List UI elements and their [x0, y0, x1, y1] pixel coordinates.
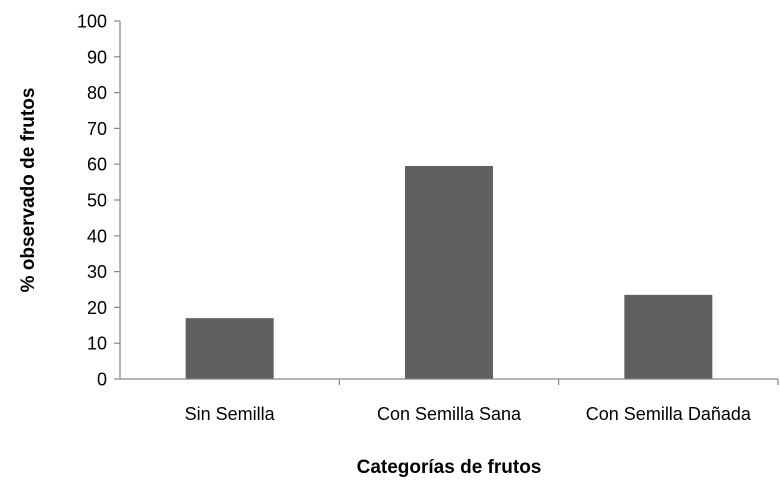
y-axis-title: % observado de frutos — [18, 88, 39, 293]
bars — [185, 165, 713, 379]
y-tick-label: 80 — [87, 83, 107, 103]
y-axis-ticks: 0 10 20 30 40 50 60 70 80 90 100 — [77, 12, 779, 390]
x-category-label: Sin Semilla — [185, 404, 276, 424]
y-tick-label: 20 — [87, 298, 107, 318]
x-axis-category-labels: Sin Semilla Con Semilla Sana Con Semilla D… — [185, 404, 752, 424]
y-tick-label: 90 — [87, 47, 107, 67]
y-tick-label: 0 — [97, 370, 107, 390]
bar-2 — [405, 165, 493, 379]
bar-3 — [624, 294, 713, 379]
y-tick-label: 10 — [87, 334, 107, 354]
y-tick-label: 50 — [87, 191, 107, 211]
x-category-label: Con Semilla Sana — [377, 404, 522, 424]
x-category-label: Con Semilla Dañada — [586, 404, 752, 424]
y-tick-label: 30 — [87, 262, 107, 282]
y-tick-label: 40 — [87, 226, 107, 246]
y-tick-label: 100 — [77, 12, 107, 32]
x-axis-title: Categorías de frutos — [357, 457, 542, 478]
y-tick-label: 60 — [87, 155, 107, 175]
y-tick-label: 70 — [87, 119, 107, 139]
bar-1 — [185, 318, 274, 379]
